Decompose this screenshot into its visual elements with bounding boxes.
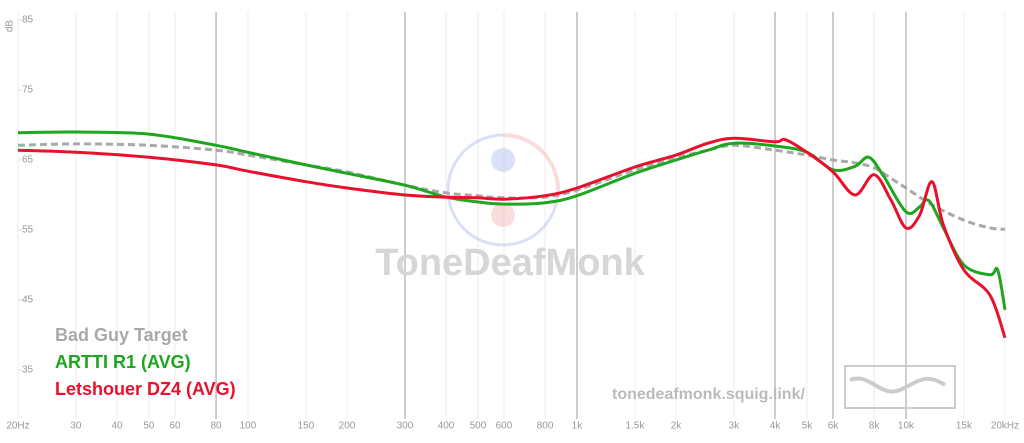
logo-watermark [446,133,560,247]
x-tick-label: 10k [898,421,915,432]
x-tick-label: 4k [770,421,782,432]
series-line [17,136,1007,339]
y-axis-label: dB [5,20,16,33]
x-tick-label: 6k [828,421,840,432]
x-tick-label: 15k [956,421,973,432]
y-tick-label: 45 [22,295,34,306]
x-tick-label: 60 [169,421,181,432]
x-tick-label: 3k [729,421,741,432]
x-tick-label: 1.5k [625,421,645,432]
x-tick-label: 50 [143,421,155,432]
y-tick-label: 85 [22,15,34,26]
x-tick-label: 800 [537,421,554,432]
x-tick-label: 400 [438,421,455,432]
y-tick-label: 75 [22,85,34,96]
series-line [17,130,1007,311]
x-tick-label: 300 [397,421,414,432]
legend-entry: ARTTI R1 (AVG) [55,352,191,372]
x-tick-label: 5k [802,421,814,432]
x-tick-label: 500 [470,421,487,432]
site-logo [844,365,956,409]
x-tick-label: 600 [496,421,513,432]
x-tick-label: 200 [339,421,356,432]
legend-entry: Letshouer DZ4 (AVG) [55,379,236,399]
x-tick-label: 30 [70,421,82,432]
series-line [17,142,1006,231]
legend-entry: Bad Guy Target [55,325,188,345]
x-tick-label: 1k [572,421,584,432]
x-tick-label: 150 [298,421,315,432]
y-tick-label: 55 [22,225,34,236]
watermark: ToneDeafMonk [375,242,645,284]
x-tick-label: 40 [111,421,123,432]
y-tick-label: 65 [22,155,34,166]
x-tick-label: 8k [869,421,881,432]
y-tick-label: 35 [22,365,34,376]
x-tick-label: 100 [240,421,257,432]
x-tick-label: 20kHz [991,421,1019,432]
site-url: tonedeafmonk.squig.link/ [612,386,805,403]
x-tick-label: 80 [211,421,223,432]
x-tick-label: 2k [671,421,683,432]
x-tick-label: 20Hz [6,421,29,432]
